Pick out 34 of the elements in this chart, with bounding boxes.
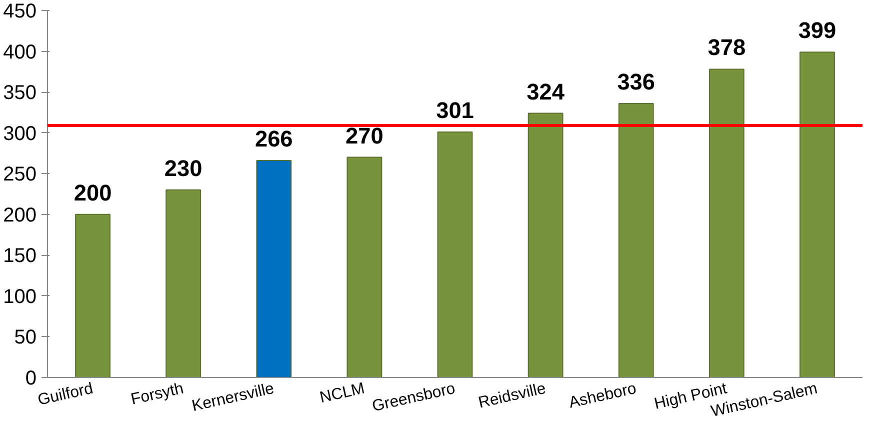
data-label: 399: [798, 17, 836, 44]
data-label: 266: [254, 126, 293, 152]
y-tick-label: 150: [3, 245, 37, 268]
bar: [166, 189, 202, 378]
y-tick-label: 100: [3, 286, 37, 308]
data-label: 378: [708, 34, 746, 60]
bar: [618, 102, 654, 378]
bar: [75, 214, 110, 378]
x-tick-label: Reidsville: [476, 380, 548, 412]
x-tick-label: Guilford: [36, 380, 95, 410]
data-label: 270: [346, 122, 384, 148]
y-tick-label: 50: [14, 326, 37, 349]
x-tick-label: Greensboro: [370, 380, 457, 416]
data-label: 324: [526, 78, 565, 104]
y-tick-label: 0: [25, 368, 36, 390]
y-tick-label: 200: [3, 204, 37, 226]
bar: [256, 160, 292, 378]
y-tick-label: 400: [3, 41, 37, 64]
x-tick-label: NCLM: [318, 380, 366, 407]
bar: [528, 112, 564, 378]
y-tick-label: 250: [3, 164, 37, 186]
y-tick-label: 300: [3, 122, 37, 145]
data-label: 200: [74, 179, 112, 206]
data-label: 301: [436, 97, 474, 124]
y-tick-label: 350: [3, 82, 37, 104]
bar: [708, 68, 744, 378]
y-tick-label: 450: [3, 0, 37, 22]
bar: [437, 132, 473, 378]
x-tick-label: Forsyth: [129, 380, 186, 408]
bar: [800, 52, 835, 378]
data-label: 336: [617, 68, 656, 94]
bar: [346, 156, 382, 378]
data-label: 230: [164, 154, 202, 181]
x-tick-label: Asheboro: [567, 380, 638, 412]
